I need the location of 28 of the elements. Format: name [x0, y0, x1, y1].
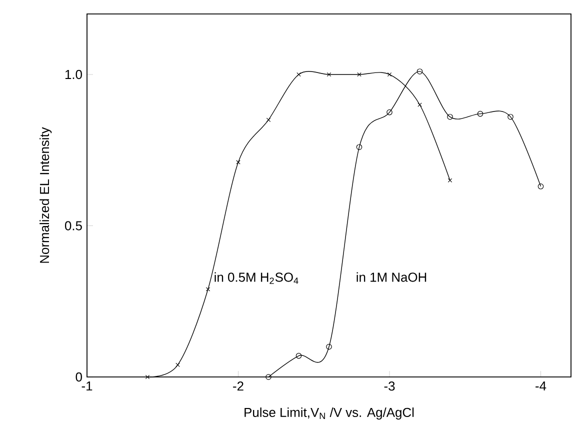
point	[477, 110, 484, 117]
point	[296, 72, 301, 77]
point	[416, 68, 423, 74]
point	[206, 287, 210, 292]
point	[176, 362, 180, 368]
y-tick-label: 1.0	[65, 70, 82, 80]
point	[236, 160, 240, 164]
point	[386, 109, 392, 116]
x-tick-label: -3	[384, 381, 395, 391]
point	[326, 72, 332, 77]
point	[418, 102, 422, 107]
y-tick-label: 0.5	[64, 221, 82, 230]
point	[508, 114, 514, 120]
x-tick-label: -4	[536, 382, 546, 390]
point	[447, 114, 453, 120]
x-tick-label: -1	[82, 382, 92, 390]
x-axis-title: Pulse Limit,V$_{N}$ /V vs. Ag/AgCl	[244, 407, 414, 420]
point	[356, 144, 362, 150]
x-tick-label: -2	[233, 381, 244, 391]
y-axis-title: Normalized EL Intensity	[40, 127, 52, 263]
point	[326, 344, 332, 350]
series-label: in 0.5M H$_{2}$SO$_{4}$	[214, 272, 298, 284]
point	[357, 72, 362, 77]
point	[296, 352, 302, 359]
point	[266, 118, 271, 122]
y-tick-label: 0	[76, 372, 82, 382]
series-label: in 1M NaOH	[356, 272, 426, 282]
point	[387, 72, 392, 77]
